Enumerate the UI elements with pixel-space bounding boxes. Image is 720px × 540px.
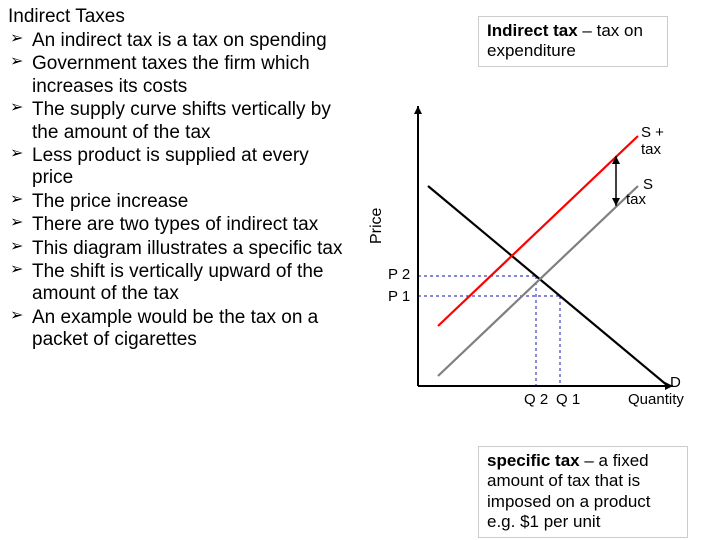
y-axis-label: Price: [368, 208, 386, 244]
page-title: Indirect Taxes: [8, 6, 348, 28]
definition-term: specific tax: [487, 451, 580, 470]
label-tax: tax: [626, 191, 646, 208]
supply-demand-chart: Price S + tax S tax D P 2 P 1 Q 2 Q 1 Qu…: [378, 96, 678, 411]
label-s-plus-tax: S + tax: [641, 124, 678, 158]
label-d: D: [670, 374, 681, 391]
list-item: The price increase: [8, 191, 348, 213]
list-item: An example would be the tax on a packet …: [8, 307, 348, 352]
definition-indirect-tax: Indirect tax – tax on expenditure: [478, 16, 668, 67]
list-item: There are two types of indirect tax: [8, 214, 348, 236]
label-q1: Q 1: [556, 391, 580, 408]
bullet-list: An indirect tax is a tax on spending Gov…: [8, 30, 348, 352]
label-p2: P 2: [388, 266, 410, 283]
list-item: The shift is vertically upward of the am…: [8, 261, 348, 306]
definition-term: Indirect tax: [487, 21, 578, 40]
list-item: This diagram illustrates a specific tax: [8, 238, 348, 260]
label-p1: P 1: [388, 288, 410, 305]
list-item: Government taxes the firm which increase…: [8, 53, 348, 98]
list-item: Less product is supplied at every price: [8, 145, 348, 190]
chart-svg: [378, 96, 678, 406]
label-q2: Q 2: [524, 391, 548, 408]
definition-specific-tax: specific tax – a fixed amount of tax tha…: [478, 446, 688, 538]
x-axis-label: Quantity: [628, 391, 684, 408]
list-item: An indirect tax is a tax on spending: [8, 30, 348, 52]
list-item: The supply curve shifts vertically by th…: [8, 99, 348, 144]
